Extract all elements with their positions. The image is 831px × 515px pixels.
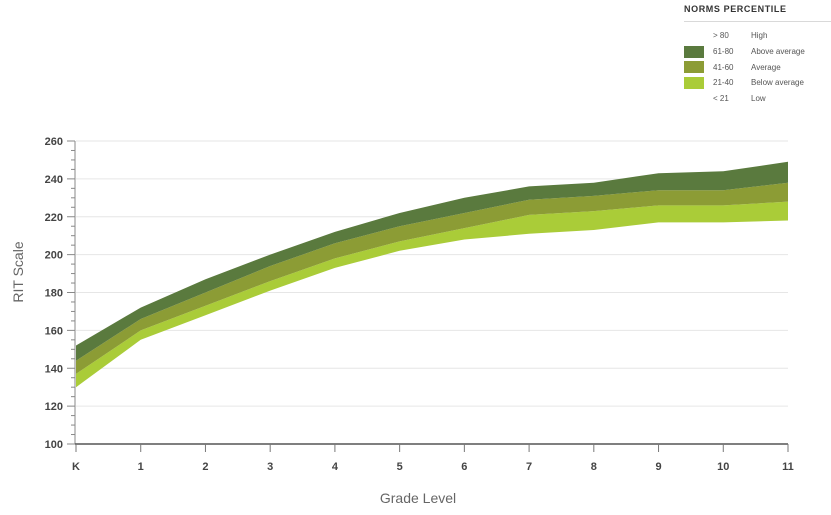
legend-title: NORMS PERCENTILE [684, 4, 831, 22]
y-axis-title: RIT Scale [10, 241, 26, 302]
legend-swatch [684, 45, 704, 58]
legend-label: Low [751, 94, 766, 104]
percentile-bands [76, 161, 788, 388]
legend-item-average: 41-60 Average [684, 59, 831, 75]
y-tick-label: 180 [45, 288, 63, 300]
y-tick-label: 100 [45, 439, 63, 451]
legend-item-low: < 21 Low [684, 91, 831, 107]
legend-item-below-average: 21-40 Below average [684, 75, 831, 91]
x-axis-title: Grade Level [380, 490, 456, 506]
band-above-average [76, 161, 788, 361]
y-tick-label: 160 [45, 325, 63, 337]
legend-item-high: > 80 High [684, 28, 831, 44]
band-below-average [76, 201, 788, 388]
y-tick-label: 220 [45, 212, 63, 224]
y-tick-label: 200 [45, 250, 63, 262]
legend-swatch [684, 30, 704, 42]
axes: 100 120 140 160 180 200 220 240 260 K 1 2 3 4 5 6 7 8 9 10 1… [45, 136, 794, 473]
legend-label: Below average [751, 78, 804, 88]
x-tick-label: 1 [138, 461, 144, 473]
x-tick-label: 8 [591, 461, 597, 473]
legend-range: > 80 [713, 31, 729, 41]
legend-range: 41-60 [713, 62, 734, 72]
legend: NORMS PERCENTILE > 80 High 61-80 Above a… [684, 4, 831, 106]
legend-item-above-average: 61-80 Above average [684, 44, 831, 60]
x-tick-label: 3 [267, 461, 273, 473]
x-tick-label: 10 [717, 461, 729, 473]
y-tick-label: 260 [45, 136, 63, 148]
y-tick-label: 140 [45, 363, 63, 375]
x-tick-label: 4 [332, 461, 339, 473]
x-tick-label: 7 [526, 461, 532, 473]
legend-label: Above average [751, 47, 805, 57]
legend-label: Average [751, 62, 781, 72]
legend-range: < 21 [713, 94, 729, 104]
y-tick-label: 240 [45, 174, 63, 186]
legend-range: 61-80 [713, 47, 734, 57]
x-tick-label: 11 [782, 461, 794, 473]
band-average [76, 182, 788, 374]
legend-swatch [684, 93, 704, 105]
x-tick-label: 5 [397, 461, 403, 473]
x-tick-label: 2 [202, 461, 208, 473]
y-tick-label: 120 [45, 401, 63, 413]
legend-swatch [684, 76, 704, 89]
legend-range: 21-40 [713, 78, 734, 88]
x-tick-label: K [72, 461, 80, 473]
legend-swatch [684, 61, 704, 74]
legend-label: High [751, 31, 768, 41]
x-tick-label: 9 [655, 461, 661, 473]
x-tick-label: 6 [461, 461, 467, 473]
